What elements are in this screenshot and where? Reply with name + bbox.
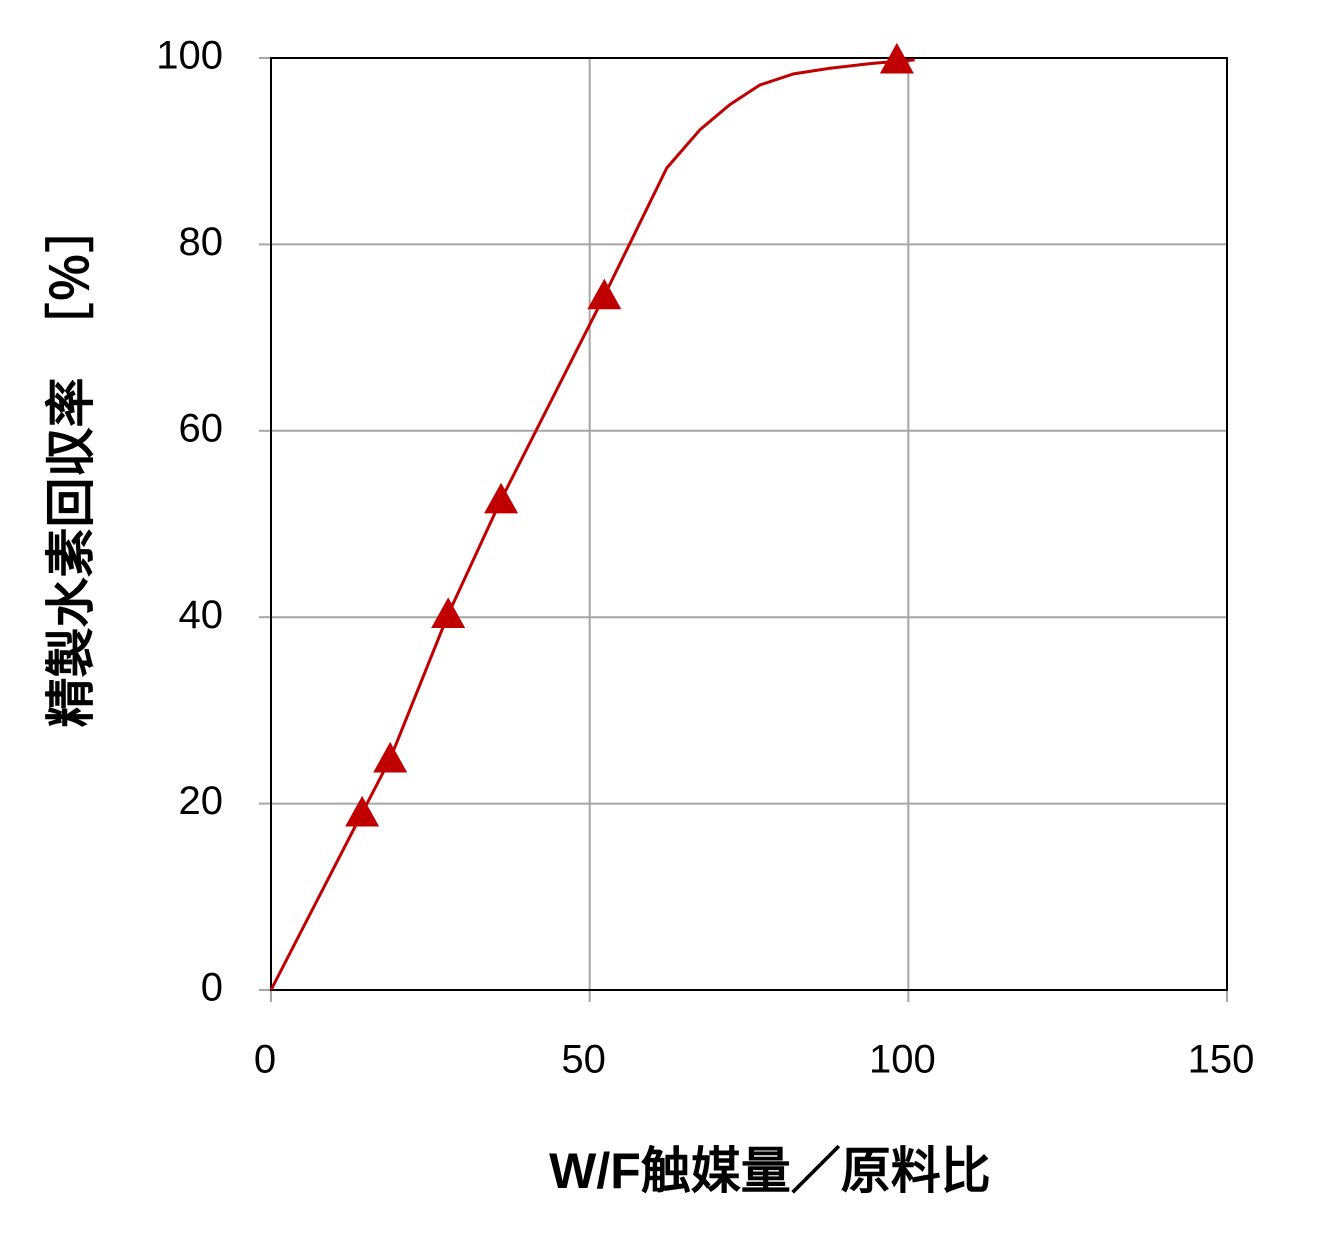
y-tick-label: 0 (201, 966, 223, 1010)
x-tick-label: 50 (561, 1038, 606, 1082)
data-point (431, 597, 466, 629)
data-point (373, 741, 408, 773)
data-point (345, 795, 380, 827)
data-point (879, 42, 914, 74)
y-tick-label: 80 (179, 220, 224, 264)
y-axis-label: 精製水素回収率 ［％］ (43, 203, 99, 728)
plot-frame (270, 57, 1228, 991)
x-axis-label: W/F触媒量／原料比 (549, 1143, 991, 1199)
data-point (587, 278, 622, 310)
y-tick-label: 40 (179, 593, 224, 637)
data-point (484, 482, 519, 514)
y-tick-label: 60 (179, 406, 224, 450)
fit-line (269, 58, 915, 991)
y-tick-label: 20 (179, 779, 224, 823)
x-tick-label: 0 (254, 1038, 276, 1082)
x-tick-label: 100 (869, 1038, 936, 1082)
y-tick-label: 100 (156, 34, 223, 78)
x-tick-label: 150 (1188, 1038, 1255, 1082)
